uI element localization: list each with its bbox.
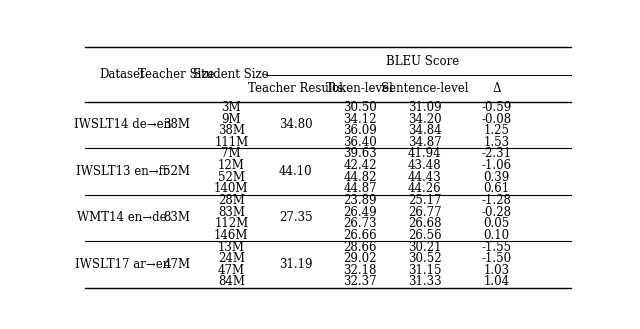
- Text: Token-level: Token-level: [326, 82, 394, 95]
- Text: -0.08: -0.08: [481, 113, 512, 125]
- Text: 83M: 83M: [163, 212, 190, 224]
- Text: 52M: 52M: [163, 165, 190, 178]
- Text: 36.09: 36.09: [344, 124, 377, 137]
- Text: 31.15: 31.15: [408, 264, 442, 277]
- Text: 52M: 52M: [218, 171, 244, 184]
- Text: 32.18: 32.18: [344, 264, 377, 277]
- Text: 140M: 140M: [214, 182, 248, 195]
- Text: 30.50: 30.50: [344, 101, 377, 114]
- Text: 47M: 47M: [218, 264, 245, 277]
- Text: 0.05: 0.05: [483, 217, 510, 230]
- Text: 26.77: 26.77: [408, 206, 442, 218]
- Text: 41.94: 41.94: [408, 147, 442, 161]
- Text: 44.10: 44.10: [279, 165, 312, 178]
- Text: 32.37: 32.37: [344, 275, 377, 289]
- Text: -1.50: -1.50: [481, 252, 512, 265]
- Text: 0.39: 0.39: [483, 171, 510, 184]
- Text: 31.19: 31.19: [279, 258, 312, 271]
- Text: IWSLT17 ar→en: IWSLT17 ar→en: [74, 258, 170, 271]
- Text: -0.28: -0.28: [482, 206, 511, 218]
- Text: 38M: 38M: [218, 124, 244, 137]
- Text: 24M: 24M: [218, 252, 244, 265]
- Text: 34.80: 34.80: [279, 118, 312, 131]
- Text: 1.04: 1.04: [484, 275, 509, 289]
- Text: IWSLT13 en→fr: IWSLT13 en→fr: [76, 165, 168, 178]
- Text: Sentence-level: Sentence-level: [381, 82, 468, 95]
- Text: 112M: 112M: [214, 217, 248, 230]
- Text: 34.20: 34.20: [408, 113, 442, 125]
- Text: 44.87: 44.87: [344, 182, 377, 195]
- Text: 39.63: 39.63: [344, 147, 377, 161]
- Text: 28M: 28M: [218, 194, 244, 207]
- Text: 29.02: 29.02: [344, 252, 377, 265]
- Text: 36.40: 36.40: [344, 136, 377, 149]
- Text: 12M: 12M: [218, 159, 244, 172]
- Text: IWSLT14 de→en: IWSLT14 de→en: [74, 118, 171, 131]
- Text: 84M: 84M: [218, 275, 244, 289]
- Text: 83M: 83M: [218, 206, 244, 218]
- Text: 43.48: 43.48: [408, 159, 442, 172]
- Text: -2.31: -2.31: [482, 147, 511, 161]
- Text: 9M: 9M: [221, 113, 241, 125]
- Text: 1.03: 1.03: [484, 264, 509, 277]
- Text: 26.73: 26.73: [344, 217, 377, 230]
- Text: 47M: 47M: [163, 258, 190, 271]
- Text: 38M: 38M: [163, 118, 190, 131]
- Text: 44.82: 44.82: [344, 171, 377, 184]
- Text: 44.43: 44.43: [408, 171, 442, 184]
- Text: 31.09: 31.09: [408, 101, 442, 114]
- Text: 146M: 146M: [214, 229, 248, 242]
- Text: 0.61: 0.61: [484, 182, 509, 195]
- Text: 34.87: 34.87: [408, 136, 442, 149]
- Text: 27.35: 27.35: [279, 212, 312, 224]
- Text: 42.42: 42.42: [344, 159, 377, 172]
- Text: -0.59: -0.59: [481, 101, 512, 114]
- Text: Dataset: Dataset: [99, 68, 145, 81]
- Text: 26.68: 26.68: [408, 217, 442, 230]
- Text: 111M: 111M: [214, 136, 248, 149]
- Text: 44.26: 44.26: [408, 182, 442, 195]
- Text: 34.84: 34.84: [408, 124, 442, 137]
- Text: 28.66: 28.66: [344, 240, 377, 254]
- Text: -1.28: -1.28: [482, 194, 511, 207]
- Text: 3M: 3M: [221, 101, 241, 114]
- Text: Δ: Δ: [492, 82, 501, 95]
- Text: 13M: 13M: [218, 240, 244, 254]
- Text: 26.49: 26.49: [344, 206, 377, 218]
- Text: 34.12: 34.12: [344, 113, 377, 125]
- Text: 1.25: 1.25: [484, 124, 509, 137]
- Text: Student Size: Student Size: [193, 68, 269, 81]
- Text: WMT14 en→de: WMT14 en→de: [77, 212, 167, 224]
- Text: 23.89: 23.89: [344, 194, 377, 207]
- Text: -1.55: -1.55: [481, 240, 512, 254]
- Text: 26.56: 26.56: [408, 229, 442, 242]
- Text: 0.10: 0.10: [484, 229, 509, 242]
- Text: 31.33: 31.33: [408, 275, 442, 289]
- Text: BLEU Score: BLEU Score: [386, 55, 459, 67]
- Text: 7M: 7M: [221, 147, 241, 161]
- Text: 30.52: 30.52: [408, 252, 442, 265]
- Text: Teacher Results: Teacher Results: [248, 82, 344, 95]
- Text: 26.66: 26.66: [344, 229, 377, 242]
- Text: 1.53: 1.53: [484, 136, 509, 149]
- Text: 25.17: 25.17: [408, 194, 442, 207]
- Text: 30.21: 30.21: [408, 240, 442, 254]
- Text: -1.06: -1.06: [481, 159, 512, 172]
- Text: Teacher Size: Teacher Size: [138, 68, 215, 81]
